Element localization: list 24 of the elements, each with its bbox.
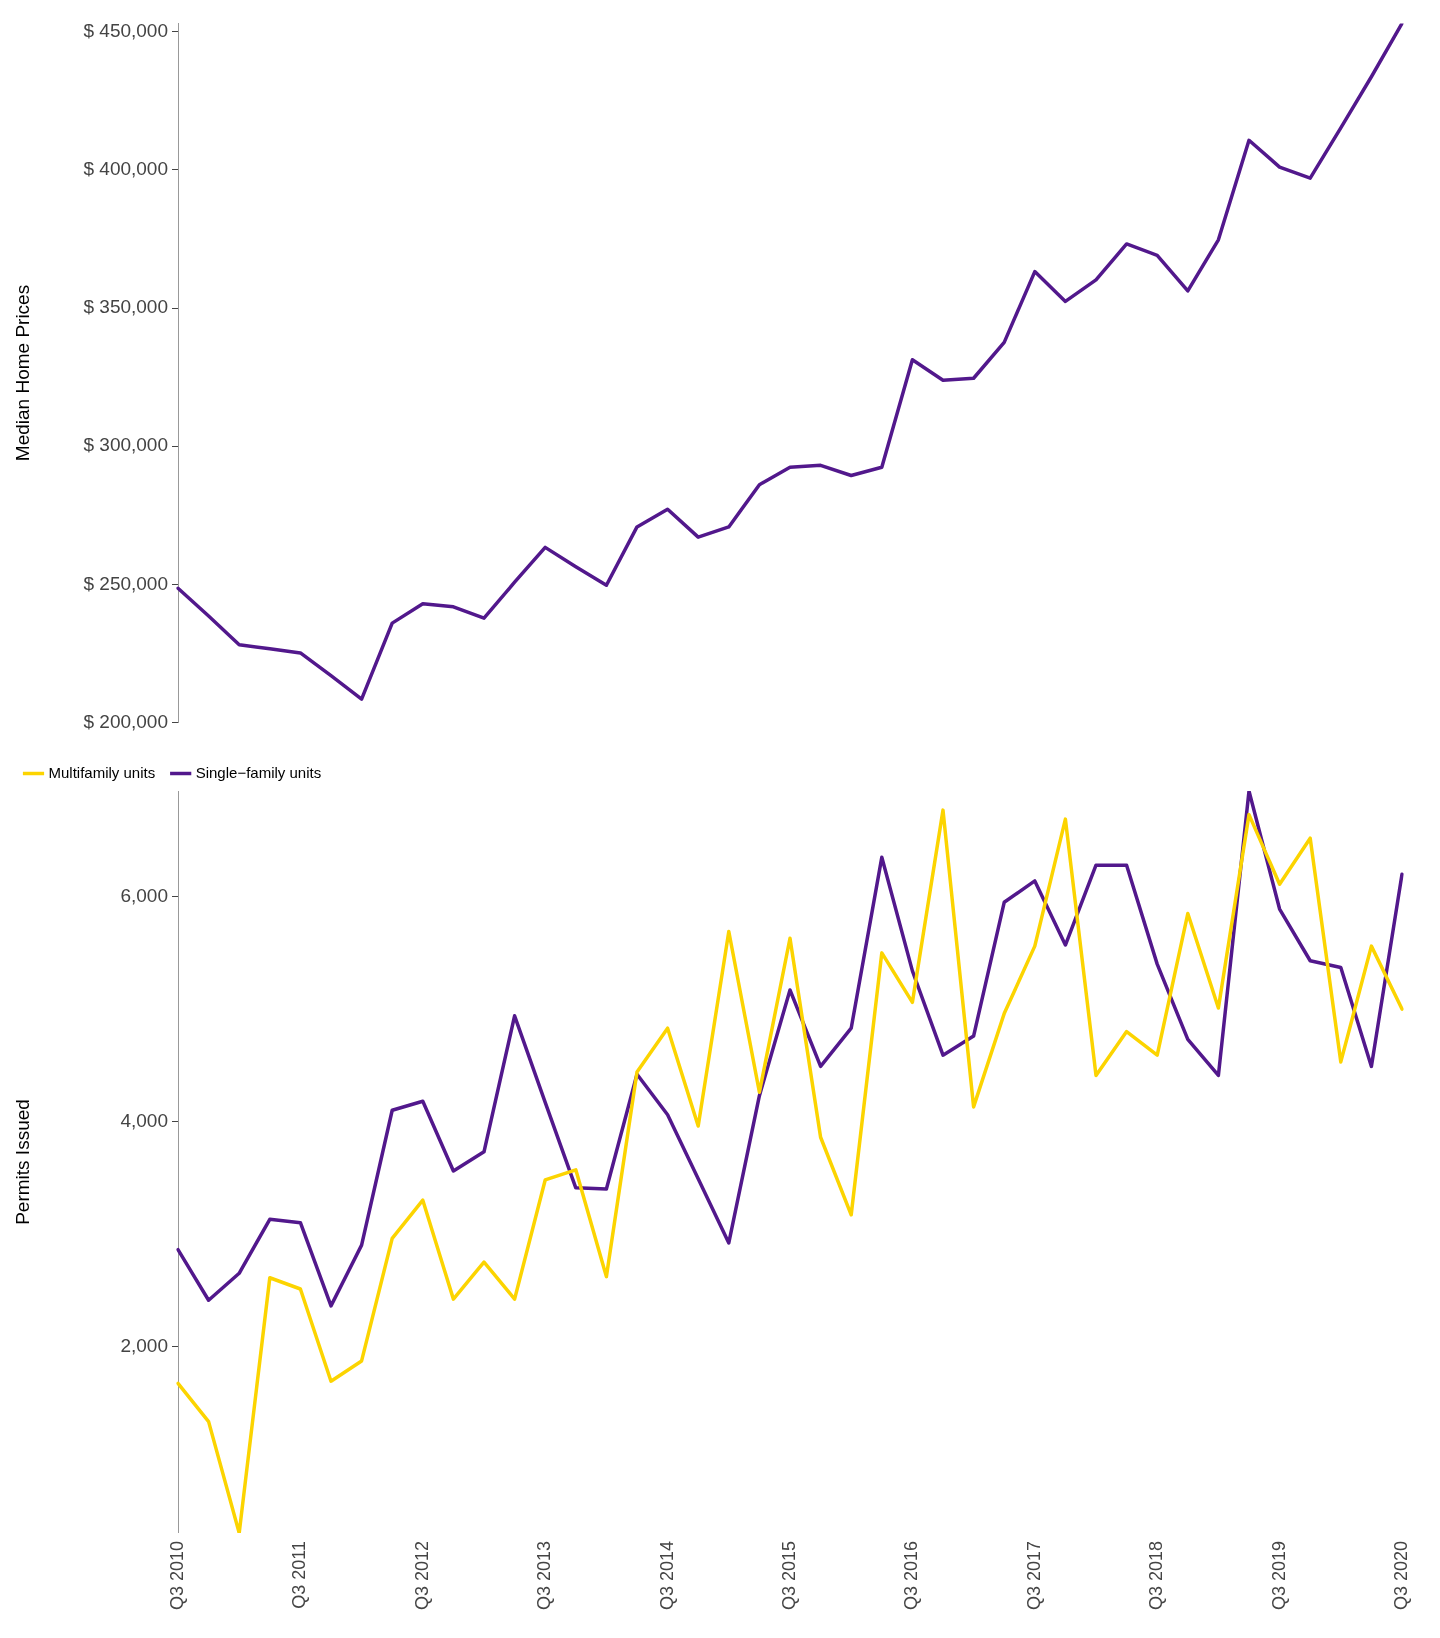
y-tick-label: $ 350,000	[83, 296, 168, 318]
y-tick-label: $ 400,000	[83, 158, 168, 180]
x-tick-label: Q3 2011	[289, 1540, 310, 1609]
x-tick-label: Q3 2010	[166, 1540, 187, 1611]
x-tick-label: Q3 2014	[656, 1540, 677, 1611]
x-tick-label: Q3 2012	[411, 1540, 432, 1611]
x-tick-label: Q3 2015	[778, 1540, 799, 1611]
legend-label: Single−family units	[195, 763, 322, 781]
y-tick-label: $ 300,000	[83, 434, 168, 456]
x-tick-label: Q3 2019	[1268, 1540, 1289, 1611]
y-tick-label: 6,000	[120, 884, 168, 906]
y-tick-label: $ 200,000	[83, 710, 168, 732]
x-tick-label: Q3 2016	[901, 1540, 922, 1611]
x-tick-label: Q3 2020	[1390, 1540, 1411, 1611]
y-tick-label: 4,000	[120, 1109, 168, 1131]
y-tick-label: $ 250,000	[83, 572, 168, 594]
y-axis-title: Median Home Prices	[11, 284, 33, 462]
y-axis-title: Permits Issued	[11, 1099, 33, 1225]
x-tick-label: Q3 2018	[1146, 1540, 1167, 1611]
x-tick-label: Q3 2013	[534, 1540, 555, 1611]
y-tick-label: $ 450,000	[83, 19, 168, 41]
legend-label: Multifamily units	[48, 763, 156, 781]
x-tick-label: Q3 2017	[1023, 1540, 1044, 1611]
y-tick-label: 2,000	[120, 1334, 168, 1356]
